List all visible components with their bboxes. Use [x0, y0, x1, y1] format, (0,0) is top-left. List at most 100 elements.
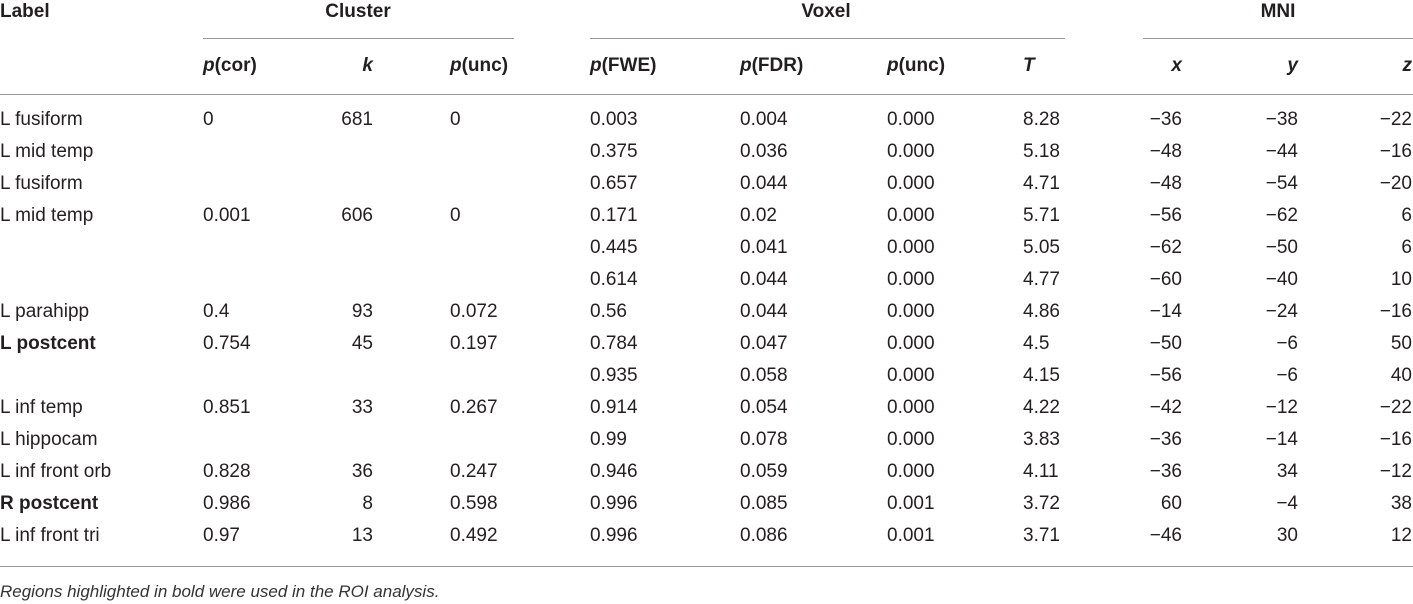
cell: 50	[1390, 333, 1412, 354]
row-label: L inf front orb	[0, 461, 112, 482]
row-label: L hippocam	[0, 429, 98, 450]
column-header: T	[1023, 54, 1035, 78]
cell: −44	[1265, 141, 1298, 162]
cell: −22	[1379, 397, 1412, 418]
cell: 4.71	[1023, 173, 1060, 194]
cell: 4.77	[1023, 269, 1060, 290]
cell: 4.5	[1023, 333, 1050, 354]
footnote: Regions highlighted in bold were used in…	[0, 582, 440, 601]
cell: 10	[1390, 269, 1412, 290]
cell: 0.000	[887, 173, 935, 194]
cell: 6	[1401, 237, 1412, 258]
cell: 0.054	[740, 397, 788, 418]
cell: 0.996	[590, 493, 638, 514]
cell: 0.996	[590, 525, 638, 546]
cell: 60	[1160, 493, 1182, 514]
cell: −12	[1265, 397, 1298, 418]
group-rule	[1143, 38, 1413, 39]
cell: 0	[450, 109, 461, 130]
group-header: Voxel	[801, 1, 851, 22]
column-header: p(FDR)	[740, 54, 803, 78]
cell: −14	[1149, 301, 1182, 322]
cell: 0.001	[203, 205, 251, 226]
cell: −14	[1265, 429, 1298, 450]
column-header: k	[362, 54, 373, 78]
cell: 13	[351, 525, 373, 546]
cell: 4.15	[1023, 365, 1060, 386]
cell: 0.004	[740, 109, 788, 130]
cell: −6	[1276, 333, 1298, 354]
cell: −46	[1149, 525, 1182, 546]
column-header: p(cor)	[203, 54, 257, 78]
row-label: L mid temp	[0, 141, 94, 162]
cell: −50	[1149, 333, 1182, 354]
cell: −48	[1149, 141, 1182, 162]
cell: 4.86	[1023, 301, 1060, 322]
cell: 0.99	[590, 429, 627, 450]
cell: 0.044	[740, 173, 788, 194]
column-symbol: p	[740, 55, 752, 76]
cell: 0.078	[740, 429, 788, 450]
cell: 0.784	[590, 333, 638, 354]
cell: 30	[1276, 525, 1298, 546]
group-rule	[590, 38, 1065, 39]
row-label: L mid temp	[0, 205, 94, 226]
cell: 0.445	[590, 237, 638, 258]
cell: −16	[1379, 141, 1412, 162]
cell: 5.18	[1023, 141, 1060, 162]
column-header: p(FWE)	[590, 54, 656, 78]
cell: 36	[351, 461, 373, 482]
cell: 45	[351, 333, 373, 354]
cell: 0.041	[740, 237, 788, 258]
cell: −56	[1149, 205, 1182, 226]
cell: 93	[351, 301, 373, 322]
column-qualifier: (FWE)	[601, 55, 657, 76]
cell: −60	[1149, 269, 1182, 290]
row-label: L inf temp	[0, 397, 83, 418]
row-label: R postcent	[0, 493, 99, 514]
cell: 0.4	[203, 301, 230, 322]
cell: −54	[1265, 173, 1298, 194]
cell: 0.000	[887, 429, 935, 450]
cell: 0.754	[203, 333, 251, 354]
cell: 0.000	[887, 333, 935, 354]
cell: −22	[1379, 109, 1412, 130]
column-header: x	[1171, 54, 1182, 78]
column-header: p(unc)	[450, 54, 508, 78]
cell: 0.059	[740, 461, 788, 482]
group-header: Cluster	[325, 1, 391, 22]
cell: 0.657	[590, 173, 638, 194]
cell: 5.05	[1023, 237, 1060, 258]
cell: −6	[1276, 365, 1298, 386]
cell: 4.11	[1023, 461, 1059, 482]
cell: 0.044	[740, 269, 788, 290]
cell: 6	[1401, 205, 1412, 226]
row-label: L parahipp	[0, 301, 90, 322]
group-rule	[203, 38, 514, 39]
cell: 38	[1390, 493, 1412, 514]
cell: 0.047	[740, 333, 788, 354]
cell: 0.197	[450, 333, 498, 354]
header-rule	[0, 94, 1413, 95]
cell: 0.914	[590, 397, 638, 418]
cell: −16	[1379, 301, 1412, 322]
cell: −42	[1149, 397, 1182, 418]
cell: 8.28	[1023, 109, 1060, 130]
column-symbol: k	[362, 55, 373, 76]
column-symbol: p	[887, 55, 899, 76]
cell: −36	[1149, 109, 1182, 130]
cell: 0.375	[590, 141, 638, 162]
row-label: L fusiform	[0, 109, 83, 130]
column-symbol: y	[1287, 55, 1298, 76]
cell: −38	[1265, 109, 1298, 130]
cell: 0.003	[590, 109, 638, 130]
cell: 0.072	[450, 301, 498, 322]
cell: 0.171	[590, 205, 638, 226]
column-qualifier: (unc)	[461, 55, 509, 76]
cell: 0.000	[887, 461, 935, 482]
cell: 0.828	[203, 461, 251, 482]
column-qualifier: (FDR)	[751, 55, 804, 76]
cell: 3.83	[1023, 429, 1060, 450]
cell: −40	[1265, 269, 1298, 290]
cell: −36	[1149, 461, 1182, 482]
